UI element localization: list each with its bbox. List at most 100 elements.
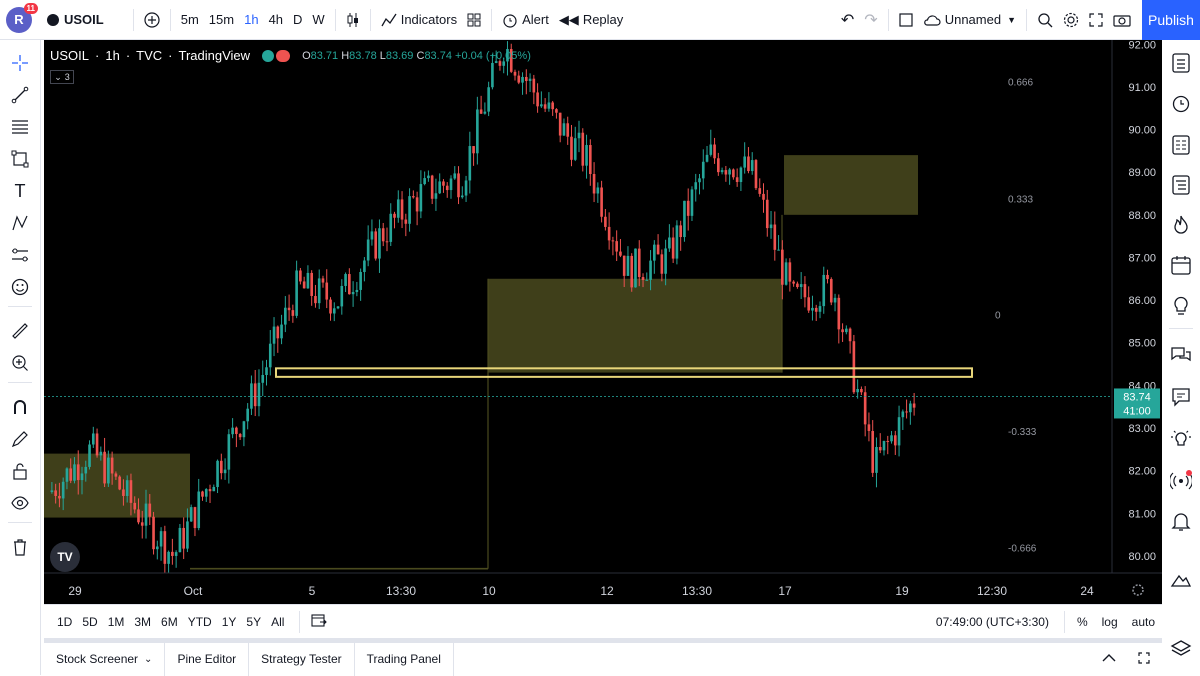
- remove-tool[interactable]: [9, 536, 31, 558]
- ideas-button[interactable]: [1170, 294, 1192, 316]
- hotlists-button[interactable]: [1170, 214, 1192, 236]
- search-button[interactable]: [1032, 0, 1058, 40]
- candle-body: [803, 284, 807, 298]
- auto-toggle[interactable]: auto: [1131, 614, 1155, 629]
- tradingview-logo[interactable]: TV: [50, 542, 80, 572]
- data-window-button[interactable]: [1170, 134, 1192, 156]
- tab-pine-editor[interactable]: Pine Editor: [165, 642, 250, 676]
- candle-body: [404, 219, 408, 224]
- range-1Y[interactable]: 1Y: [221, 614, 237, 629]
- crosshair-tool[interactable]: [9, 52, 31, 74]
- timezone-clock[interactable]: 07:49:00 (UTC+3:30): [935, 614, 1049, 629]
- candle-body: [664, 248, 667, 274]
- candle-body: [886, 440, 890, 442]
- range-1M[interactable]: 1M: [107, 614, 125, 629]
- range-3M[interactable]: 3M: [134, 614, 152, 629]
- indicators-button[interactable]: Indicators: [376, 0, 462, 40]
- alerts-panel-button[interactable]: [1170, 92, 1192, 114]
- candle-body: [713, 144, 716, 159]
- settings-button[interactable]: [1058, 0, 1084, 40]
- alert-button[interactable]: Alert: [497, 0, 554, 40]
- zoom-tool[interactable]: [9, 352, 31, 374]
- pine-script-button[interactable]: [1170, 568, 1192, 590]
- range-1D[interactable]: 1D: [57, 614, 73, 629]
- indicators-collapse-button[interactable]: ⌄ 3: [50, 70, 74, 84]
- user-avatar[interactable]: R 11: [6, 2, 38, 33]
- tab-strategy-tester[interactable]: Strategy Tester: [249, 642, 355, 676]
- maximize-panel-button[interactable]: [1126, 651, 1162, 667]
- goto-date-button[interactable]: [305, 613, 333, 630]
- help-button[interactable]: [1170, 428, 1192, 450]
- chart-pane[interactable]: 0.666 0.333 0 -0.333 -0.666 92.00 91.00 90.00 8…: [44, 40, 1162, 604]
- messages-button[interactable]: [1170, 386, 1192, 408]
- timeframe-W[interactable]: W: [312, 12, 325, 27]
- range-All[interactable]: All: [271, 614, 285, 629]
- chats-button[interactable]: [1170, 344, 1192, 366]
- fullscreen-button[interactable]: [1084, 0, 1108, 40]
- text-tool[interactable]: T: [9, 180, 31, 202]
- range-5Y[interactable]: 5Y: [246, 614, 262, 629]
- save-layout-button[interactable]: Unnamed ▼: [918, 0, 1021, 40]
- camera-icon: [1113, 14, 1131, 27]
- axis-settings-icon[interactable]: [1132, 584, 1144, 596]
- candle-body: [581, 132, 585, 166]
- candle-body: [878, 446, 882, 451]
- compare-add-button[interactable]: [139, 0, 165, 40]
- stay-drawing-tool[interactable]: [9, 428, 31, 450]
- candle-body: [848, 328, 852, 342]
- candle-body: [698, 178, 701, 183]
- redo-button[interactable]: ↷: [859, 0, 882, 40]
- trendline-tool[interactable]: [9, 84, 31, 106]
- candle-body: [287, 307, 291, 311]
- candle-body: [58, 495, 61, 499]
- chart-type-button[interactable]: [341, 0, 365, 40]
- legend-low: 83.69: [385, 49, 414, 62]
- fib-tool[interactable]: [9, 116, 31, 138]
- notifications-button[interactable]: [1170, 510, 1192, 532]
- plus-circle-icon: [144, 11, 160, 28]
- hide-tool[interactable]: [9, 492, 31, 514]
- range-5D[interactable]: 5D: [82, 614, 98, 629]
- candle-body: [174, 552, 178, 556]
- tab-trading-panel[interactable]: Trading Panel: [355, 642, 454, 676]
- replay-button[interactable]: ◀◀ Replay: [554, 0, 628, 40]
- candle-body: [430, 175, 434, 199]
- price-tick-label: 80.00: [1128, 551, 1156, 563]
- range-YTD[interactable]: YTD: [187, 614, 212, 629]
- streams-button[interactable]: [1169, 470, 1193, 492]
- timeframe-5m[interactable]: 5m: [180, 12, 199, 27]
- layout-button[interactable]: [894, 0, 918, 40]
- calendar-button[interactable]: [1170, 254, 1192, 276]
- price-chart[interactable]: 0.666 0.333 0 -0.333 -0.666 92.00 91.00 90.00 8…: [44, 40, 1162, 604]
- snapshot-button[interactable]: [1108, 0, 1136, 40]
- candle-body: [811, 307, 814, 311]
- watchlist-button[interactable]: [1170, 52, 1192, 74]
- magnet-tool[interactable]: [9, 396, 31, 418]
- patterns-tool[interactable]: [9, 212, 31, 234]
- candle-body: [701, 161, 705, 179]
- prediction-tool[interactable]: [9, 244, 31, 266]
- tab-stock-screener[interactable]: Stock Screener ⌄: [44, 642, 166, 676]
- publish-button[interactable]: Publish: [1142, 0, 1200, 40]
- undo-button[interactable]: ↶: [836, 0, 859, 40]
- range-6M[interactable]: 6M: [161, 614, 178, 629]
- timeframe-1h[interactable]: 1h: [244, 12, 259, 27]
- timeframe-15m[interactable]: 15m: [208, 12, 235, 27]
- measure-tool[interactable]: [9, 320, 31, 342]
- notification-badge: 11: [23, 2, 38, 14]
- templates-button[interactable]: [462, 0, 486, 40]
- calendar-arrow-icon: [311, 614, 328, 627]
- rectangle-icon: [11, 150, 29, 168]
- object-tree-button[interactable]: [1170, 174, 1192, 196]
- log-toggle[interactable]: log: [1101, 614, 1118, 629]
- candle-body: [585, 145, 588, 166]
- timeframe-4h[interactable]: 4h: [268, 12, 284, 27]
- percent-toggle[interactable]: %: [1076, 614, 1088, 629]
- lock-tool[interactable]: [9, 460, 31, 482]
- products-button[interactable]: [1170, 638, 1192, 660]
- symbol-search[interactable]: USOIL: [42, 0, 109, 40]
- shapes-tool[interactable]: [9, 148, 31, 170]
- icons-tool[interactable]: [9, 276, 31, 298]
- expand-panel-button[interactable]: [1092, 652, 1126, 666]
- timeframe-D[interactable]: D: [293, 12, 303, 27]
